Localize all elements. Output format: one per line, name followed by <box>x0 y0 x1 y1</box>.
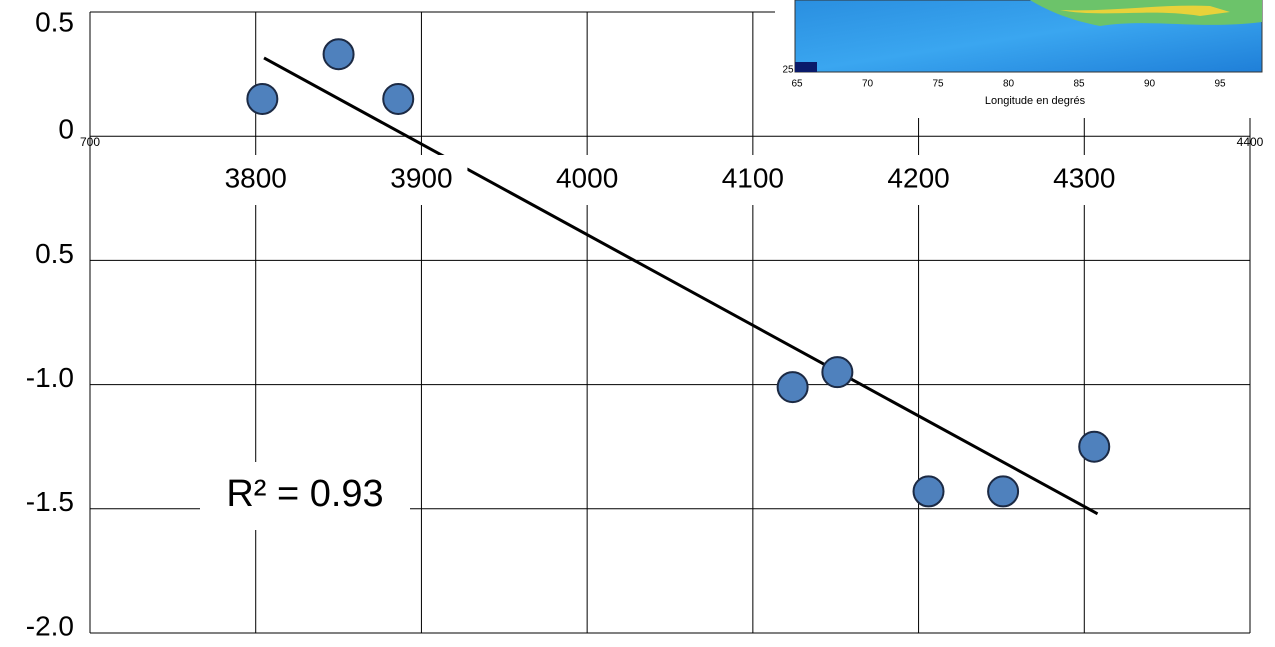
chart: 700 3800 3900 4000 4100 4200 4300 4400 0.5 0 0.5 -1… <box>0 0 1275 647</box>
x-tick-label: 4300 <box>1053 162 1115 193</box>
y-tick-label: 0.5 <box>35 6 74 37</box>
data-point <box>988 476 1018 506</box>
inset-y-tick: 25 <box>782 65 794 76</box>
inset-x-tick: 95 <box>1214 79 1226 90</box>
data-point <box>247 84 277 114</box>
inset-x-tick: 85 <box>1073 79 1085 90</box>
y-tick-label: -1.5 <box>26 486 74 517</box>
inset-x-tick: 80 <box>1003 79 1015 90</box>
inset-x-tick: 70 <box>862 79 874 90</box>
x-tick-label: 4000 <box>556 162 618 193</box>
inset-x-tick: 90 <box>1144 79 1156 90</box>
inset-x-tick: 65 <box>791 79 803 90</box>
x-tick-label: 4400 <box>1237 135 1264 149</box>
data-point <box>822 357 852 387</box>
x-tick-label: 3900 <box>390 162 452 193</box>
x-tick-label: 4100 <box>722 162 784 193</box>
y-tick-label: 0.5 <box>35 238 74 269</box>
y-tick-label: -2.0 <box>26 610 74 641</box>
inset-x-tick: 75 <box>932 79 944 90</box>
annotation: R² = 0.93 <box>226 473 383 515</box>
inset-map-sea <box>795 62 817 72</box>
x-tick-label: 4200 <box>887 162 949 193</box>
y-tick-label: 0 <box>58 114 74 145</box>
data-point <box>778 372 808 402</box>
x-tick-label: 3800 <box>225 162 287 193</box>
trendline <box>264 58 1098 514</box>
data-point <box>1079 432 1109 462</box>
inset-x-label: Longitude en degrés <box>985 95 1086 107</box>
x-tick-label: 700 <box>80 135 100 149</box>
data-point <box>914 476 944 506</box>
data-point <box>383 84 413 114</box>
y-tick-label: -1.0 <box>26 362 74 393</box>
data-point <box>324 39 354 69</box>
